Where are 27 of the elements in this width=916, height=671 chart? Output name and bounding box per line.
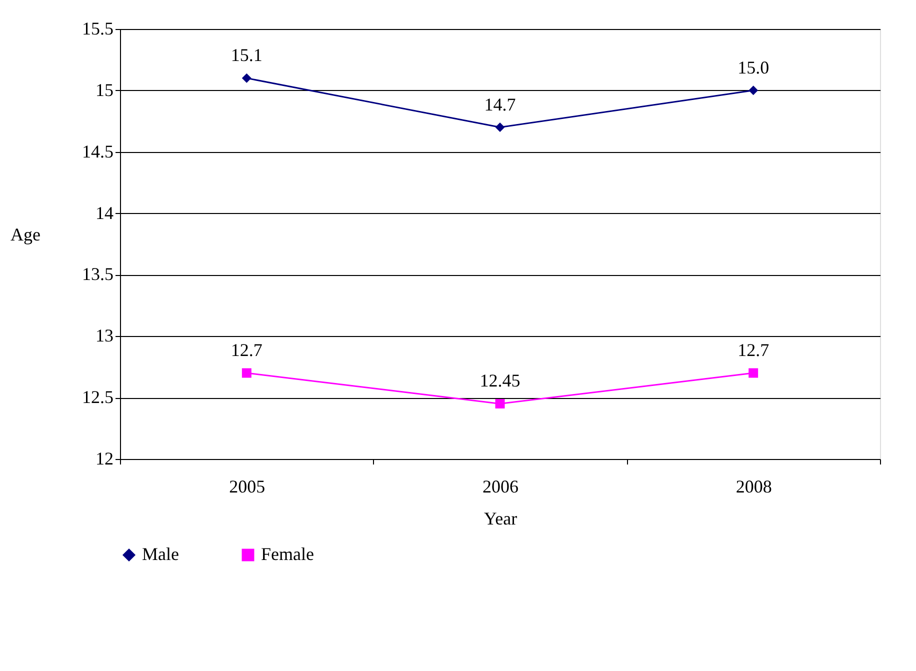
y-tick-label: 13.5 — [82, 264, 114, 284]
y-tick-label: 13 — [96, 326, 114, 346]
y-tick-label: 12 — [96, 448, 114, 468]
point — [242, 368, 252, 378]
data-label: 15.1 — [230, 45, 262, 66]
data-label: 12.7 — [230, 340, 262, 360]
legend-label: Male — [142, 544, 179, 564]
point — [242, 73, 252, 83]
data-label: 12.45 — [480, 370, 520, 391]
x-tick-label: 2005 — [229, 476, 266, 496]
point — [748, 368, 758, 378]
y-tick-label: 15 — [96, 80, 114, 100]
y-axis-title: Age — [10, 224, 40, 244]
data-label: 14.7 — [484, 94, 516, 114]
y-tick-label: 14 — [96, 202, 114, 223]
x-axis-title: Year — [484, 508, 518, 528]
x-tick-label: 2006 — [482, 476, 518, 496]
y-tick-label: 15.5 — [82, 18, 114, 38]
x-tick-label: 2008 — [736, 476, 772, 496]
point — [495, 122, 505, 132]
data-label: 12.7 — [738, 340, 770, 360]
point — [495, 398, 505, 408]
y-tick-label: 14.5 — [82, 141, 114, 162]
data-label: 15.0 — [738, 57, 770, 78]
legend-label: Female — [261, 544, 314, 564]
point — [748, 86, 758, 96]
y-tick-label: 12.5 — [82, 387, 114, 408]
